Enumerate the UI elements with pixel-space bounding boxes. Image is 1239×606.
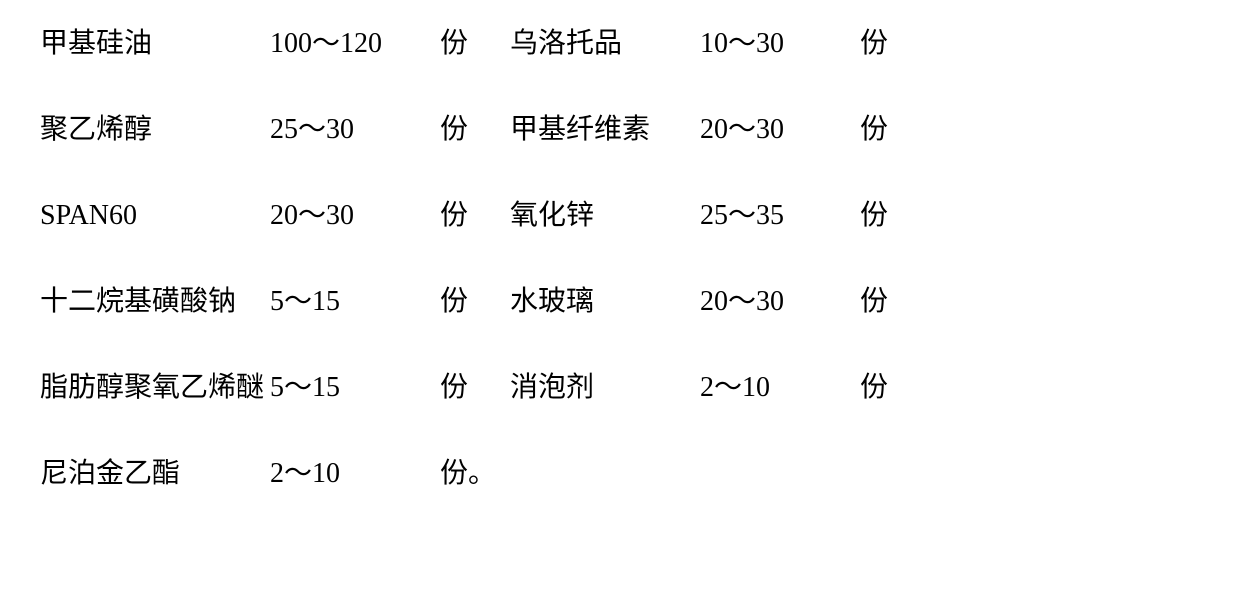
ingredient-unit: 份 xyxy=(860,374,930,402)
ingredient-name: 乌洛托品 xyxy=(510,30,700,58)
ingredient-range: 25～35 xyxy=(700,202,860,230)
ingredient-unit: 份 xyxy=(440,288,510,316)
ingredient-range: 100～120 xyxy=(270,30,440,58)
ingredient-unit: 份 xyxy=(440,374,510,402)
ingredient-range: 20～30 xyxy=(700,288,860,316)
ingredient-unit: 份 xyxy=(860,288,930,316)
ingredient-table: 甲基硅油 100～120 份 乌洛托品 10～30 份 聚乙烯醇 25～30 份… xyxy=(0,0,1239,518)
ingredient-name: 水玻璃 xyxy=(510,288,700,316)
ingredient-unit: 份 xyxy=(440,116,510,144)
ingredient-range: 5～15 xyxy=(270,288,440,316)
ingredient-range: 10～30 xyxy=(700,30,860,58)
ingredient-name: 甲基硅油 xyxy=(40,30,270,58)
ingredient-unit: 份 xyxy=(860,30,930,58)
empty-cell xyxy=(510,460,700,488)
ingredient-name: 甲基纤维素 xyxy=(510,116,700,144)
ingredient-unit: 份。 xyxy=(440,460,510,488)
ingredient-range: 2～10 xyxy=(270,460,440,488)
ingredient-name: 脂肪醇聚氧乙烯醚 xyxy=(40,374,270,402)
ingredient-name: 氧化锌 xyxy=(510,202,700,230)
empty-cell xyxy=(700,460,860,488)
ingredient-unit: 份 xyxy=(860,202,930,230)
ingredient-range: 20～30 xyxy=(270,202,440,230)
ingredient-unit: 份 xyxy=(440,30,510,58)
ingredient-name: SPAN60 xyxy=(40,202,270,230)
ingredient-name: 消泡剂 xyxy=(510,374,700,402)
ingredient-range: 5～15 xyxy=(270,374,440,402)
ingredient-name: 聚乙烯醇 xyxy=(40,116,270,144)
ingredient-unit: 份 xyxy=(860,116,930,144)
ingredient-unit: 份 xyxy=(440,202,510,230)
ingredient-range: 25～30 xyxy=(270,116,440,144)
ingredient-range: 20～30 xyxy=(700,116,860,144)
ingredient-name: 尼泊金乙酯 xyxy=(40,460,270,488)
ingredient-range: 2～10 xyxy=(700,374,860,402)
ingredient-name: 十二烷基磺酸钠 xyxy=(40,288,270,316)
empty-cell xyxy=(860,460,930,488)
